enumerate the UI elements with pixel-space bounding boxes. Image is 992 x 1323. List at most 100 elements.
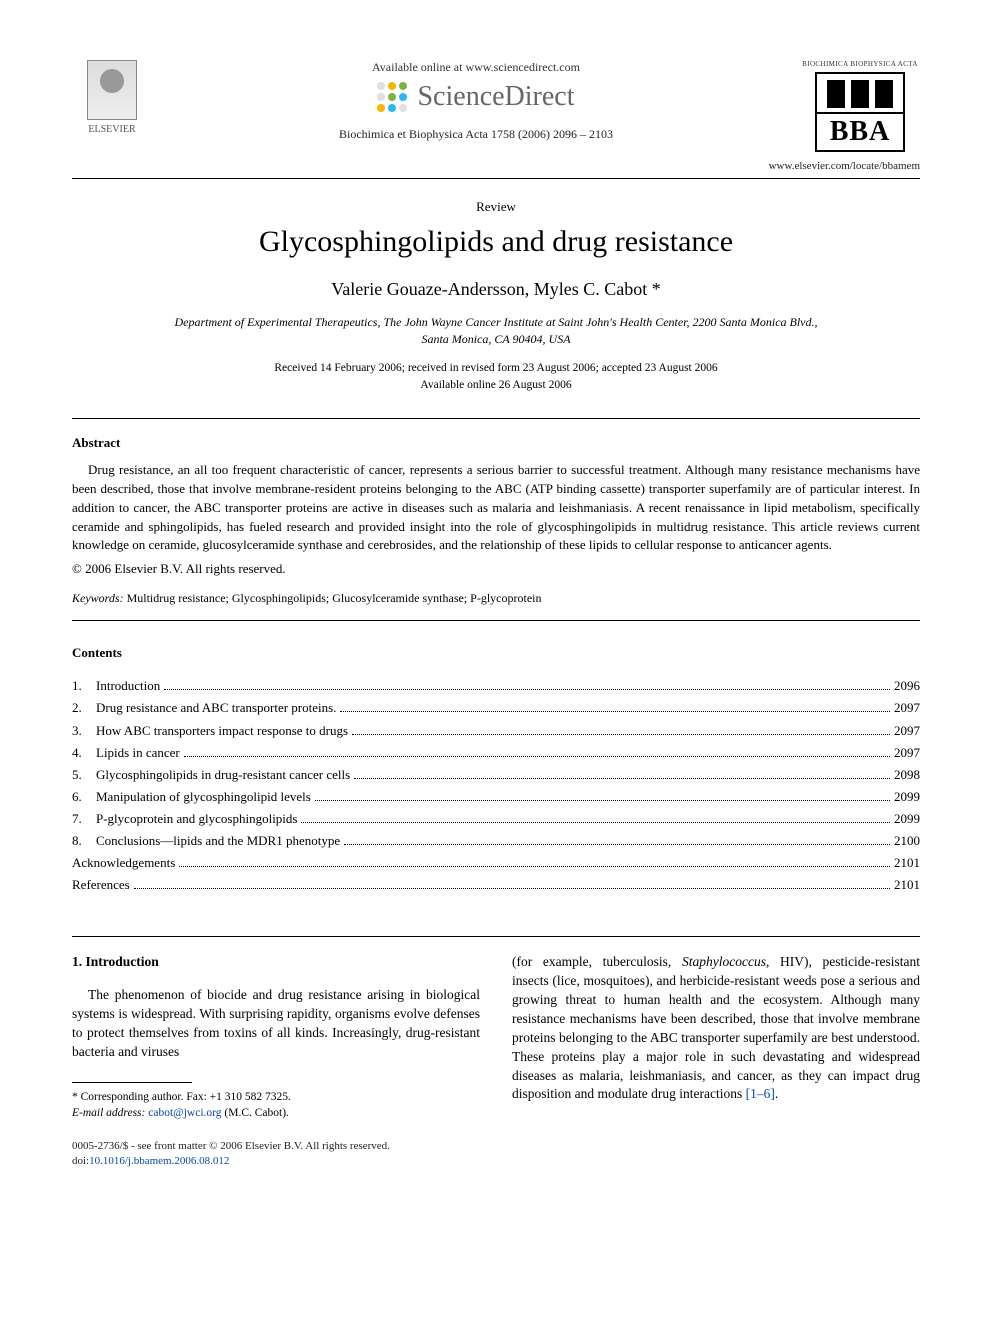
toc-row: 5.Glycosphingolipids in drug-resistant c…	[72, 764, 920, 786]
toc-page: 2097	[894, 720, 920, 742]
toc-number: 5.	[72, 764, 96, 786]
right-column: (for example, tuberculosis, Staphylococc…	[512, 953, 920, 1121]
toc-page: 2096	[894, 675, 920, 697]
toc-number: 8.	[72, 830, 96, 852]
corr-author-line: * Corresponding author. Fax: +1 310 582 …	[72, 1089, 480, 1105]
toc-leader-dots	[134, 888, 890, 889]
toc-title: How ABC transporters impact response to …	[96, 720, 348, 742]
journal-logo-toptext: BIOCHIMICA BIOPHYSICA ACTA	[800, 60, 920, 68]
divider	[72, 418, 920, 419]
toc-row: 3.How ABC transporters impact response t…	[72, 720, 920, 742]
copyright-line: © 2006 Elsevier B.V. All rights reserved…	[72, 561, 920, 577]
toc-title: References	[72, 874, 130, 896]
journal-header: ELSEVIER Available online at www.science…	[72, 60, 920, 152]
doi-link[interactable]: 10.1016/j.bbamem.2006.08.012	[89, 1155, 229, 1167]
article-title: Glycosphingolipids and drug resistance	[72, 225, 920, 259]
toc-leader-dots	[315, 800, 890, 801]
toc-title: Glycosphingolipids in drug-resistant can…	[96, 764, 350, 786]
toc-title: P-glycoprotein and glycosphingolipids	[96, 808, 297, 830]
divider	[72, 178, 920, 179]
toc-leader-dots	[340, 711, 890, 712]
divider	[72, 620, 920, 621]
toc-page: 2100	[894, 830, 920, 852]
abstract-body: Drug resistance, an all too frequent cha…	[72, 461, 920, 555]
toc-number: 6.	[72, 786, 96, 808]
toc-number: 1.	[72, 675, 96, 697]
keywords-line: Keywords: Multidrug resistance; Glycosph…	[72, 591, 920, 606]
toc-leader-dots	[354, 778, 890, 779]
bba-box: BBA	[815, 72, 905, 152]
toc-number: 7.	[72, 808, 96, 830]
body-columns: 1. Introduction The phenomenon of biocid…	[72, 953, 920, 1121]
contents-label: Contents	[72, 645, 920, 661]
keywords-values: Multidrug resistance; Glycosphingolipids…	[124, 591, 542, 605]
dates-line1: Received 14 February 2006; received in r…	[274, 362, 717, 374]
toc-title: Drug resistance and ABC transporter prot…	[96, 697, 336, 719]
divider	[72, 936, 920, 937]
toc-title: Introduction	[96, 675, 160, 697]
affiliation: Department of Experimental Therapeutics,…	[72, 314, 920, 348]
corresponding-author-footnote: * Corresponding author. Fax: +1 310 582 …	[72, 1089, 480, 1121]
header-center: Available online at www.sciencedirect.co…	[152, 60, 800, 142]
doi-line: doi:10.1016/j.bbamem.2006.08.012	[72, 1154, 920, 1169]
para-ital: Staphylococcus	[682, 954, 766, 969]
front-matter-line: 0005-2736/$ - see front matter © 2006 El…	[72, 1139, 920, 1154]
sciencedirect-logo: ScienceDirect	[172, 81, 780, 113]
toc-leader-dots	[164, 689, 890, 690]
para-pre: (for example, tuberculosis,	[512, 954, 682, 969]
email-link[interactable]: cabot@jwci.org	[148, 1107, 221, 1119]
toc-row: 4.Lipids in cancer 2097	[72, 742, 920, 764]
sciencedirect-dots-icon	[377, 82, 407, 112]
bba-acronym: BBA	[817, 112, 903, 150]
toc-leader-dots	[179, 866, 890, 867]
toc-title: Lipids in cancer	[96, 742, 180, 764]
abstract-label: Abstract	[72, 435, 920, 451]
para-period: .	[775, 1086, 778, 1101]
toc-number: 4.	[72, 742, 96, 764]
toc-row: 7.P-glycoprotein and glycosphingolipids …	[72, 808, 920, 830]
article-dates: Received 14 February 2006; received in r…	[72, 360, 920, 395]
toc-title: Manipulation of glycosphingolipid levels	[96, 786, 311, 808]
toc-page: 2097	[894, 697, 920, 719]
toc-page: 2097	[894, 742, 920, 764]
left-column: 1. Introduction The phenomenon of biocid…	[72, 953, 480, 1121]
article-type-label: Review	[72, 199, 920, 215]
affiliation-line2: Santa Monica, CA 90404, USA	[421, 332, 570, 346]
toc-leader-dots	[344, 844, 890, 845]
email-tail: (M.C. Cabot).	[222, 1107, 289, 1119]
email-line: E-mail address: cabot@jwci.org (M.C. Cab…	[72, 1105, 480, 1121]
keywords-label: Keywords:	[72, 591, 124, 605]
journal-url: www.elsevier.com/locate/bbamem	[769, 160, 920, 172]
email-label: E-mail address:	[72, 1107, 145, 1119]
intro-para-left: The phenomenon of biocide and drug resis…	[72, 986, 480, 1062]
affiliation-line1: Department of Experimental Therapeutics,…	[174, 315, 817, 329]
bba-bars-icon	[817, 80, 903, 108]
doi-label: doi:	[72, 1155, 89, 1167]
toc-leader-dots	[301, 822, 890, 823]
elsevier-tree-icon	[87, 60, 137, 120]
toc-page: 2099	[894, 808, 920, 830]
elsevier-logo: ELSEVIER	[72, 60, 152, 135]
intro-heading: 1. Introduction	[72, 953, 480, 972]
toc-row: References 2101	[72, 874, 920, 896]
publisher-name: ELSEVIER	[72, 124, 152, 135]
toc-page: 2098	[894, 764, 920, 786]
authors: Valerie Gouaze-Andersson, Myles C. Cabot…	[72, 279, 920, 300]
journal-logo: BIOCHIMICA BIOPHYSICA ACTA BBA	[800, 60, 920, 152]
toc-leader-dots	[184, 756, 890, 757]
available-online-text: Available online at www.sciencedirect.co…	[172, 60, 780, 75]
toc-row: 8.Conclusions—lipids and the MDR1 phenot…	[72, 830, 920, 852]
citation-line: Biochimica et Biophysica Acta 1758 (2006…	[172, 127, 780, 142]
footnote-separator	[72, 1082, 192, 1083]
toc-row: 2.Drug resistance and ABC transporter pr…	[72, 697, 920, 719]
toc-page: 2101	[894, 852, 920, 874]
dates-line2: Available online 26 August 2006	[420, 379, 571, 391]
ref-link[interactable]: [1–6]	[746, 1086, 775, 1101]
page-footer: 0005-2736/$ - see front matter © 2006 El…	[72, 1139, 920, 1170]
toc-row: Acknowledgements 2101	[72, 852, 920, 874]
toc-title: Conclusions—lipids and the MDR1 phenotyp…	[96, 830, 340, 852]
table-of-contents: 1.Introduction 20962.Drug resistance and…	[72, 675, 920, 896]
toc-page: 2101	[894, 874, 920, 896]
toc-title: Acknowledgements	[72, 852, 175, 874]
toc-number: 3.	[72, 720, 96, 742]
